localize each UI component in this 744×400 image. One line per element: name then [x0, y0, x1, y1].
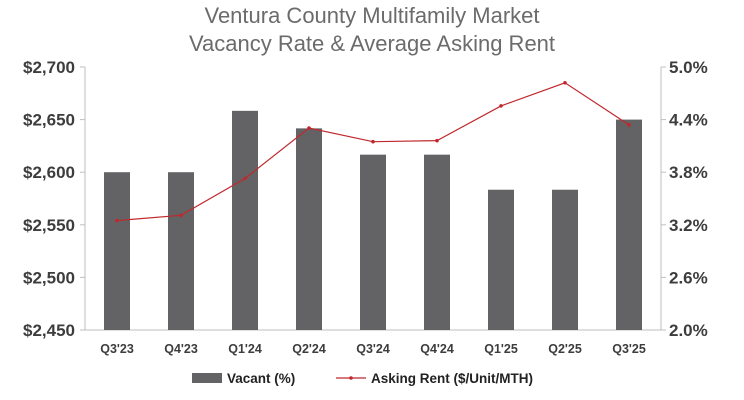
- legend-swatch-asking-rent-marker: [349, 376, 353, 380]
- asking-rent-point: [179, 213, 183, 218]
- asking-rent-line: [115, 80, 631, 223]
- asking-rent-point: [499, 104, 503, 108]
- vacancy-bar: [296, 128, 322, 330]
- asking-rent-point: [243, 176, 247, 181]
- x-tick-label: Q4'23: [164, 342, 198, 356]
- asking-rent-point: [115, 218, 119, 223]
- asking-rent-point: [371, 139, 375, 144]
- x-tick-label: Q1'24: [228, 342, 262, 356]
- left-tick-label: $2,550: [23, 216, 75, 235]
- vacancy-bar: [616, 119, 642, 330]
- vacancy-bar: [360, 154, 386, 330]
- chart-title-line-1: Ventura County Multifamily Market: [204, 3, 539, 28]
- asking-rent-point: [435, 138, 439, 143]
- vacancy-bar: [488, 189, 514, 330]
- x-tick-label: Q2'24: [292, 342, 326, 356]
- left-tick-label: $2,450: [23, 321, 75, 340]
- legend: Vacant (%) Asking Rent ($/Unit/MTH): [192, 371, 533, 386]
- legend-label-asking-rent: Asking Rent ($/Unit/MTH): [371, 371, 533, 386]
- legend-label-vacant: Vacant (%): [227, 371, 295, 386]
- right-axis-ticks: 2.0% 2.6% 3.2% 3.8% 4.4% 5.0%: [661, 58, 708, 340]
- x-tick-label: Q4'24: [420, 342, 454, 356]
- vacancy-bar: [232, 110, 258, 330]
- right-tick-label: 2.6%: [669, 268, 708, 287]
- vacancy-bar: [552, 189, 578, 330]
- legend-swatch-vacant: [192, 373, 222, 383]
- right-tick-label: 3.8%: [669, 163, 708, 182]
- right-tick-label: 4.4%: [669, 111, 708, 130]
- left-tick-label: $2,650: [23, 111, 75, 130]
- x-axis-ticks: Q3'23 Q4'23 Q1'24 Q2'24 Q3'24 Q4'24 Q1'25 Q2'25…: [100, 342, 646, 356]
- x-tick-label: Q3'25: [612, 342, 646, 356]
- x-tick-label: Q3'23: [100, 342, 134, 356]
- left-tick-label: $2,700: [23, 58, 75, 77]
- asking-rent-point: [307, 126, 311, 130]
- vacancy-bar: [104, 172, 130, 330]
- vacancy-bar: [424, 154, 450, 330]
- chart-title-line-2: Vacancy Rate & Average Asking Rent: [189, 31, 555, 56]
- x-tick-label: Q3'24: [356, 342, 390, 356]
- left-axis-ticks: $2,450 $2,500 $2,550 $2,600 $2,650 $2,700: [23, 58, 85, 340]
- right-tick-label: 3.2%: [669, 216, 708, 235]
- x-tick-label: Q1'25: [484, 342, 518, 356]
- x-tick-label: Q2'25: [548, 342, 582, 356]
- left-tick-label: $2,600: [23, 163, 75, 182]
- right-tick-label: 5.0%: [669, 58, 708, 77]
- left-tick-label: $2,500: [23, 268, 75, 287]
- right-tick-label: 2.0%: [669, 321, 708, 340]
- vacancy-bar: [168, 172, 194, 330]
- asking-rent-point: [563, 80, 567, 85]
- asking-rent-point: [627, 123, 631, 127]
- vacancy-bars: [104, 110, 642, 330]
